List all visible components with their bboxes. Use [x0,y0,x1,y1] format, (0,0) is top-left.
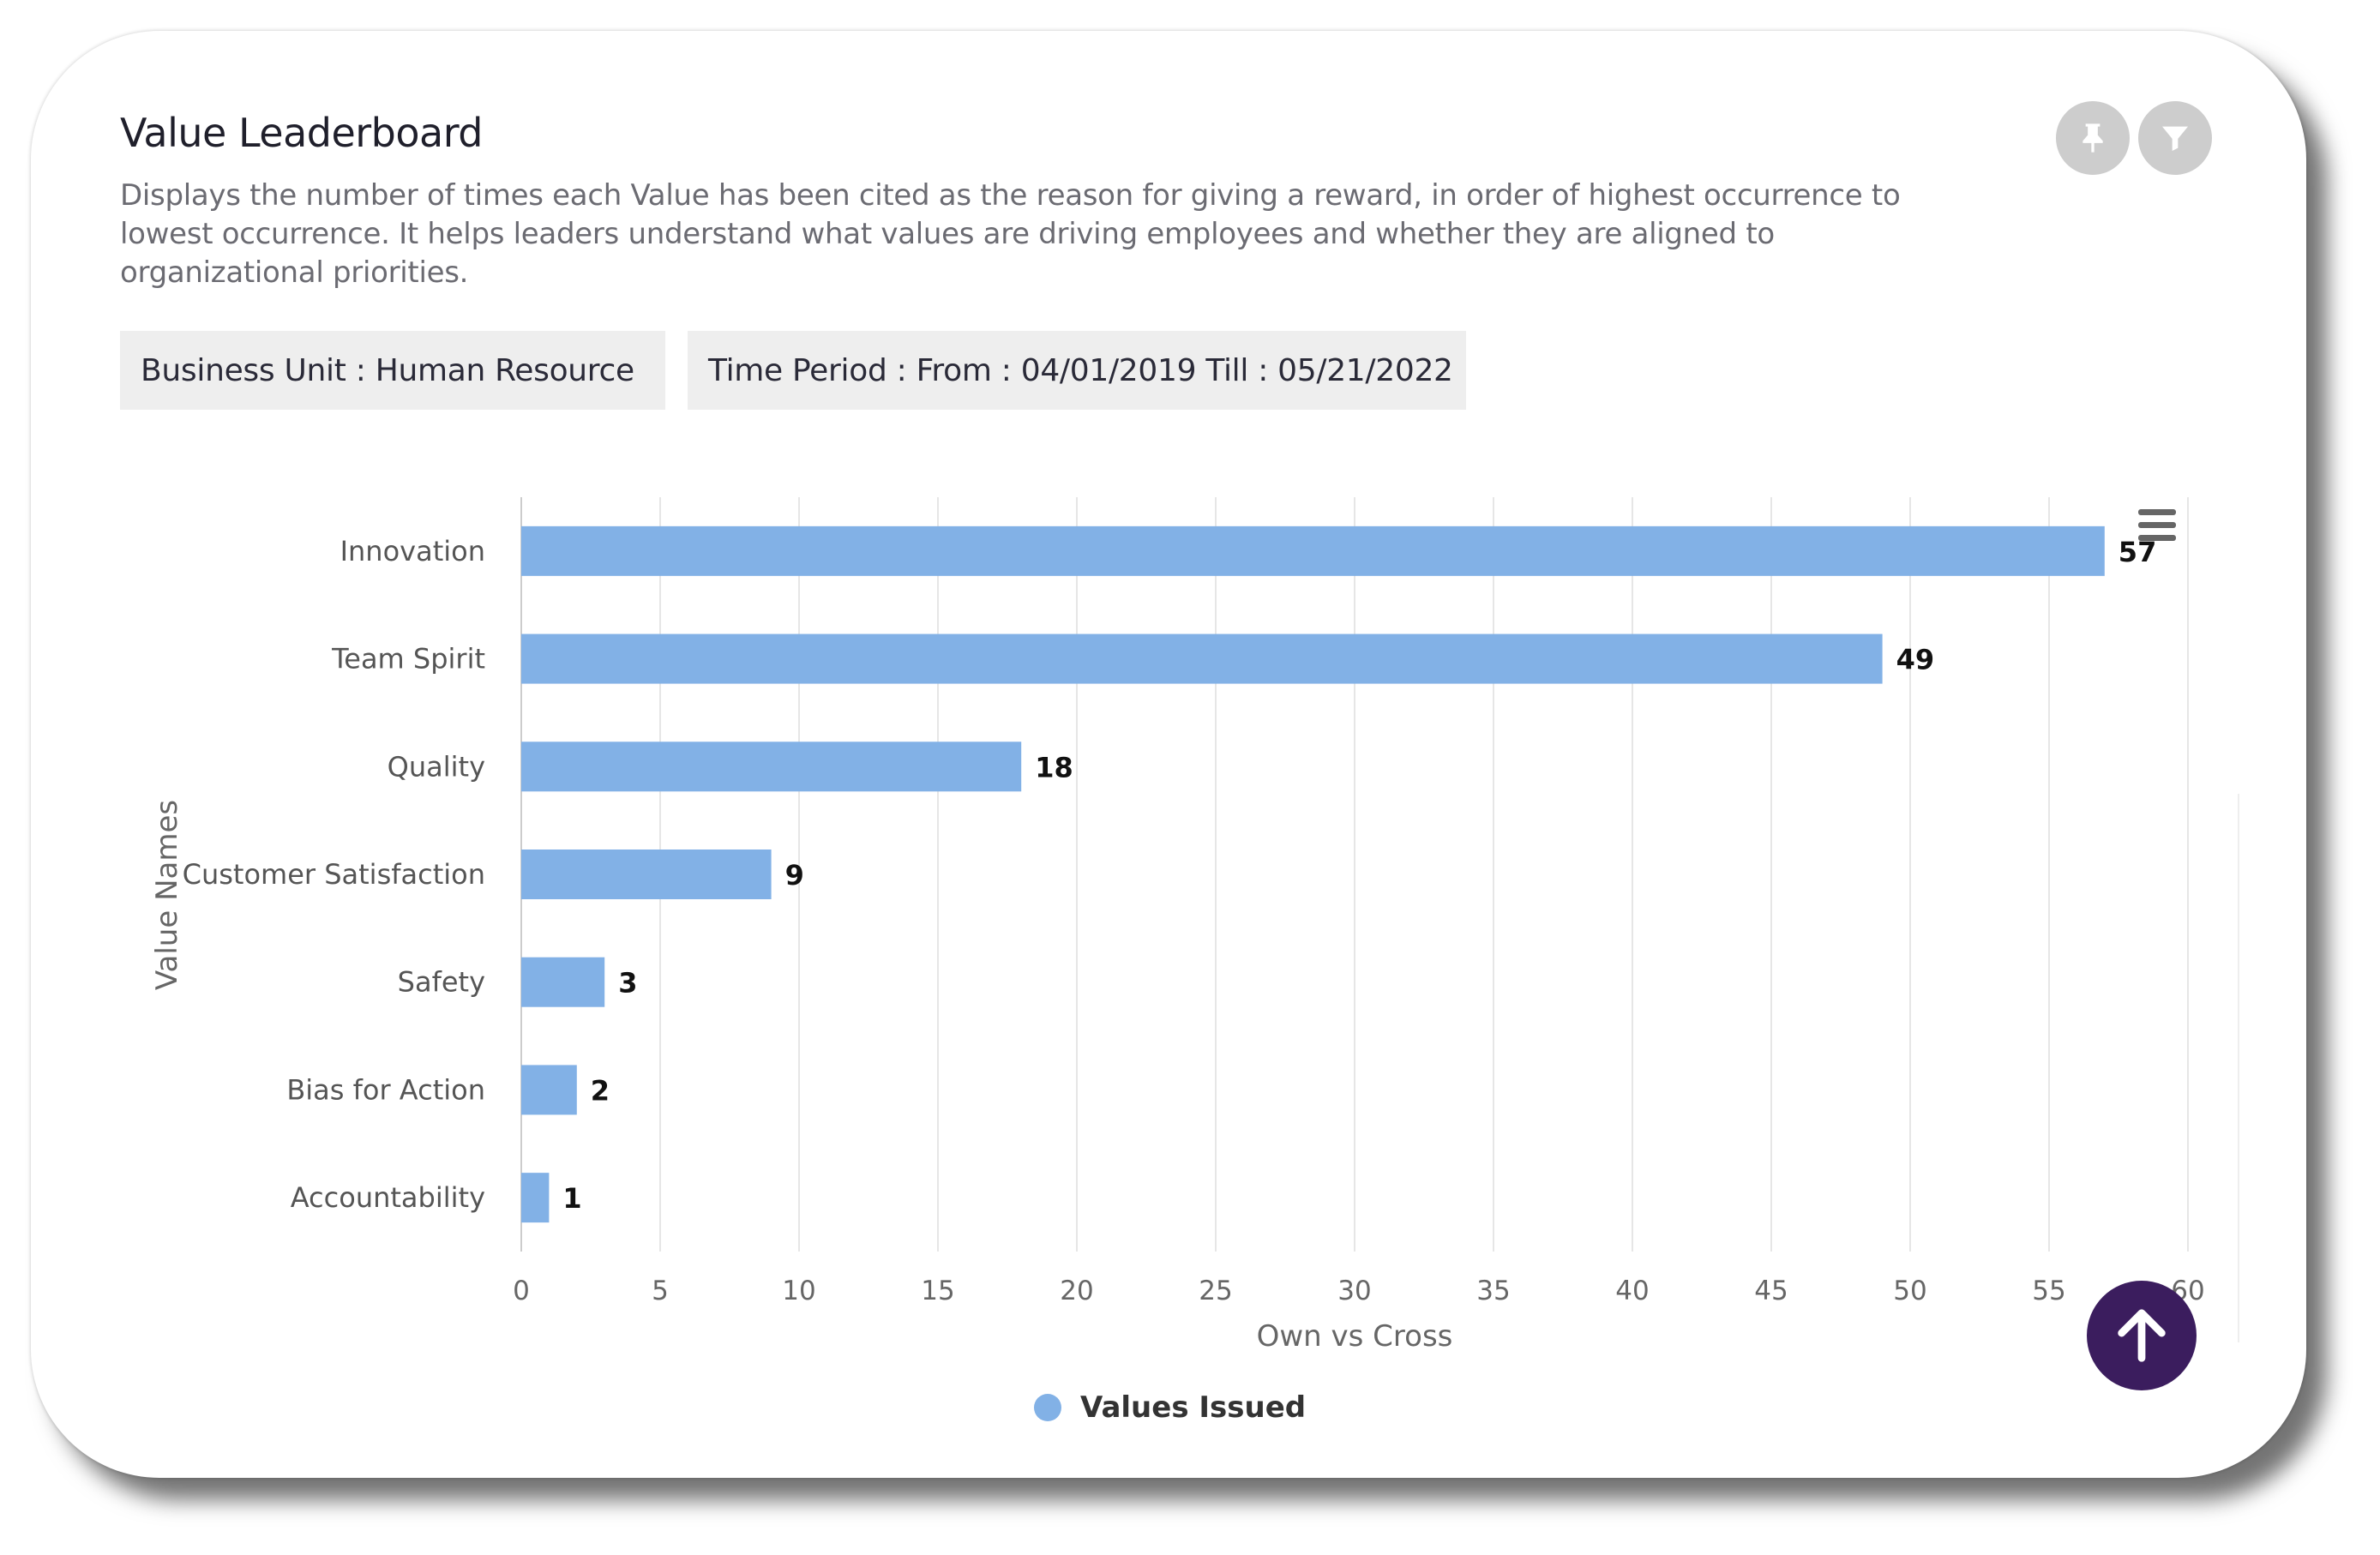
y-category-label: Team Spirit [331,643,485,675]
x-tick-label: 30 [1337,1276,1371,1306]
x-tick-label: 50 [1893,1276,1926,1306]
data-label: 18 [1035,751,1073,784]
x-tick-label: 15 [921,1276,954,1306]
filter-icon [2162,126,2188,151]
chart-legend[interactable]: Values Issued [1034,1390,1306,1425]
x-tick-label: 35 [1476,1276,1510,1306]
y-category-label: Bias for Action [286,1073,485,1106]
data-label: 49 [1896,644,1935,676]
x-tick-label: 20 [1060,1276,1093,1306]
bar [521,1173,550,1223]
filter-button[interactable] [2138,101,2212,175]
time-period-filter-chip[interactable]: Time Period : From : 04/01/2019 Till : 0… [688,331,1466,410]
scroll-to-top-button[interactable] [2087,1281,2197,1390]
x-tick-label: 0 [513,1276,530,1306]
y-category-label: Accountability [291,1181,485,1214]
panel-divider [2238,794,2239,1342]
x-tick-label: 40 [1615,1276,1649,1306]
bar [521,525,2105,576]
legend-label: Values Issued [1080,1390,1307,1425]
x-tick-label: 45 [1754,1276,1788,1306]
y-category-label: Innovation [340,535,485,567]
pin-button[interactable] [2056,101,2130,175]
bar [521,741,1022,792]
panel-title: Value Leaderboard [120,110,484,156]
arrow-up-icon [2118,1309,2166,1362]
pin-icon [2082,123,2103,153]
x-axis-title: Own vs Cross [1257,1319,1453,1354]
data-label: 2 [591,1074,610,1107]
y-axis-title: Value Names [150,800,184,990]
data-label: 9 [785,859,804,892]
x-tick-label: 10 [782,1276,815,1306]
y-category-label: Quality [388,750,485,783]
bar [521,1065,577,1115]
legend-marker [1034,1394,1061,1421]
value-leaderboard-card: Value Leaderboard Displays the number of… [31,31,2306,1478]
x-tick-label: 25 [1199,1276,1232,1306]
panel-description: Displays the number of times each Value … [120,178,1901,290]
data-label: 57 [2119,536,2157,568]
x-tick-label: 55 [2032,1276,2065,1306]
bar [521,957,605,1007]
y-category-label: Customer Satisfaction [183,858,485,891]
hamburger-menu-icon[interactable] [2138,509,2176,542]
x-tick-label: 5 [652,1276,669,1306]
bar [521,633,1883,684]
bar [521,850,772,899]
data-label: 3 [618,967,637,1000]
business-unit-filter-chip[interactable]: Business Unit : Human Resource [120,331,665,410]
y-category-label: Safety [398,966,485,999]
data-label: 1 [562,1182,581,1215]
